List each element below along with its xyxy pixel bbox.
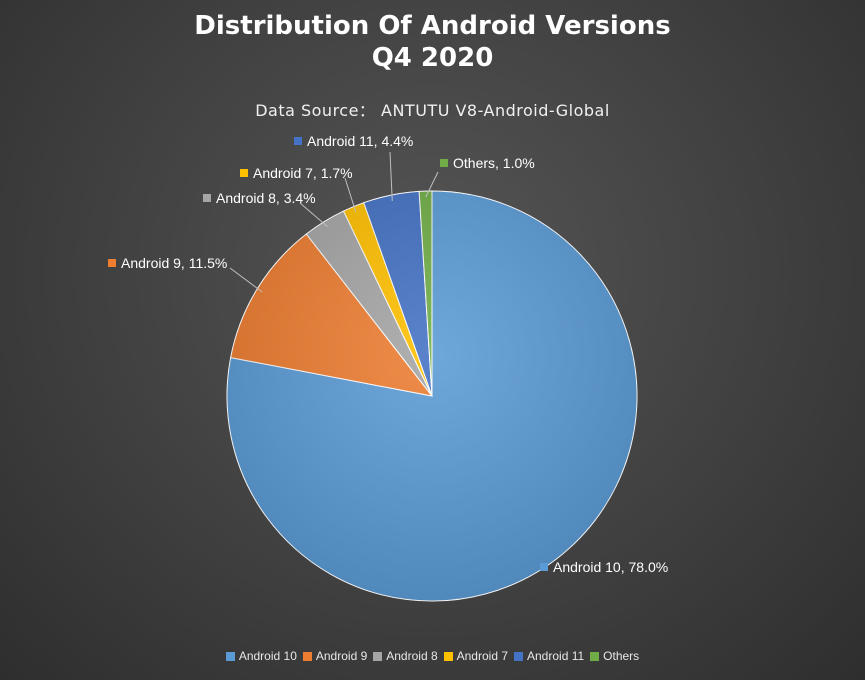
legend: Android 10 Android 9 Android 8 Android 7 And… xyxy=(0,649,865,663)
slice-label-android-10: Android 10, 78.0% xyxy=(553,559,668,575)
slice-label-swatch-android-11 xyxy=(294,137,302,145)
slice-label-others: Others, 1.0% xyxy=(453,155,535,171)
legend-swatch xyxy=(302,651,312,661)
chart-title: Distribution Of Android Versions Q4 2020 xyxy=(0,10,865,74)
legend-item-android-11: Android 11 xyxy=(514,649,584,663)
slice-label-swatch-android-7 xyxy=(240,169,248,177)
leader-line-android-7 xyxy=(344,177,357,213)
legend-swatch xyxy=(373,651,383,661)
legend-item-others: Others xyxy=(590,649,639,663)
slice-label-swatch-android-8 xyxy=(203,194,211,202)
legend-label: Android 9 xyxy=(315,649,368,663)
legend-label: Android 7 xyxy=(456,649,508,663)
legend-item-android-9: Android 9 xyxy=(302,649,368,663)
slice-label-swatch-android-9 xyxy=(108,259,116,267)
chart-title-line-1: Distribution Of Android Versions xyxy=(194,11,671,41)
legend-label: Android 11 xyxy=(527,649,585,663)
legend-swatch xyxy=(225,651,235,661)
slice-label-android-11: Android 11, 4.4% xyxy=(307,133,413,149)
leader-line-android-9 xyxy=(229,267,263,293)
chart-subtitle: Data Source： ANTUTU V8-Android-Global xyxy=(255,101,610,120)
slice-label-android-7: Android 7, 1.7% xyxy=(253,165,353,181)
chart-title-line-2: Q4 2020 xyxy=(371,43,494,73)
slice-label-swatch-others xyxy=(440,159,448,167)
leader-line-others xyxy=(425,171,439,198)
legend-item-android-8: Android 8 xyxy=(373,649,438,663)
legend-item-android-10: Android 10 xyxy=(225,649,297,663)
slice-label-swatch-android-10 xyxy=(540,563,548,571)
slice-label-android-8: Android 8, 3.4% xyxy=(216,190,316,206)
legend-swatch xyxy=(443,651,453,661)
legend-label: Android 8 xyxy=(386,649,438,663)
legend-swatch xyxy=(514,651,523,661)
pie-chart: Android 10, 78.0% Android 9, 11.5% Android… xyxy=(108,133,668,601)
leader-line-android-8 xyxy=(299,202,328,228)
legend-label: Others xyxy=(603,649,640,663)
legend-swatch xyxy=(590,651,600,661)
slice-label-android-9: Android 9, 11.5% xyxy=(121,255,227,271)
legend-label: Android 10 xyxy=(238,649,297,663)
leader-line-android-11 xyxy=(389,151,393,202)
legend-item-android-7: Android 7 xyxy=(443,649,508,663)
